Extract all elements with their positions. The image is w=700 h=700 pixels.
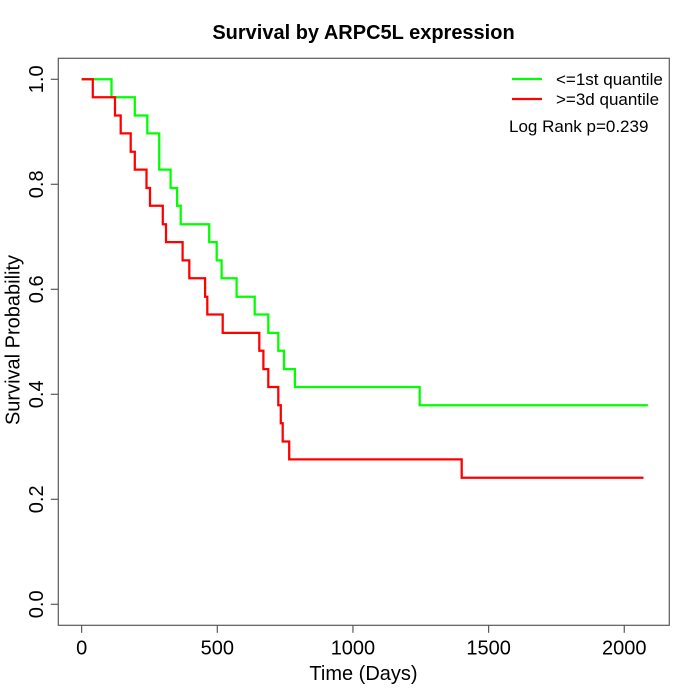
x-tick-label: 0 — [76, 637, 87, 659]
legend-label-high-quantile: >=3d quantile — [556, 89, 660, 109]
x-tick-label: 1000 — [331, 637, 376, 659]
x-tick-label: 1500 — [466, 637, 511, 659]
y-tick-label: 0.6 — [26, 275, 48, 303]
y-tick-label: 1.0 — [26, 65, 48, 93]
x-tick-label: 500 — [201, 637, 234, 659]
x-axis-label: Time (Days) — [309, 663, 418, 685]
x-tick-label: 2000 — [602, 637, 647, 659]
chart-title: Survival by ARPC5L expression — [212, 22, 515, 44]
y-tick-label: 0.2 — [26, 485, 48, 513]
y-axis-label: Survival Probability — [2, 254, 25, 426]
survival-curve-high-quantile — [81, 78, 644, 479]
y-tick-label: 0.8 — [26, 170, 48, 198]
legend-label-low-quantile: <=1st quantile — [556, 69, 663, 89]
y-tick-label: 0.0 — [26, 590, 48, 618]
y-tick-label: 0.4 — [26, 380, 48, 408]
logrank-pvalue-annotation: Log Rank p=0.239 — [509, 117, 649, 136]
plot-frame — [57, 57, 670, 626]
survival-curve-low-quantile — [81, 78, 648, 407]
